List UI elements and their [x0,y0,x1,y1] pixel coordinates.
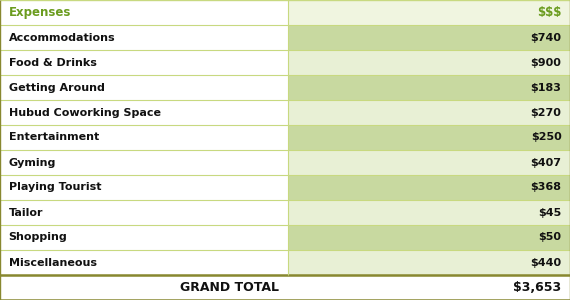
Text: Food & Drinks: Food & Drinks [9,58,96,68]
Text: Gyming: Gyming [9,158,56,167]
Text: Entertainment: Entertainment [9,133,99,142]
Bar [288,175,570,200]
Bar [0,275,570,300]
Bar [0,250,288,275]
Bar [288,25,570,50]
Bar [0,200,288,225]
Bar [288,50,570,75]
Text: $368: $368 [531,182,561,193]
Text: $407: $407 [531,158,561,167]
Bar [288,125,570,150]
Bar [288,0,570,25]
Text: $900: $900 [531,58,561,68]
Bar [0,25,288,50]
Bar [0,75,288,100]
Text: $183: $183 [531,82,561,92]
Text: $3,653: $3,653 [514,281,561,294]
Text: $$$: $$$ [537,6,561,19]
Text: Hubud Coworking Space: Hubud Coworking Space [9,107,161,118]
Bar [288,200,570,225]
Text: $250: $250 [531,133,561,142]
Text: $45: $45 [538,208,561,218]
Bar [0,150,288,175]
Text: $740: $740 [531,32,561,43]
Text: $440: $440 [530,257,561,268]
Bar [0,175,288,200]
Text: Accommodations: Accommodations [9,32,115,43]
Bar [0,50,288,75]
Text: Playing Tourist: Playing Tourist [9,182,101,193]
Text: $50: $50 [539,232,561,242]
Text: Shopping: Shopping [9,232,67,242]
Text: $270: $270 [531,107,561,118]
Text: Expenses: Expenses [9,6,71,19]
Text: Miscellaneous: Miscellaneous [9,257,96,268]
Bar [0,100,288,125]
Bar [0,225,288,250]
Text: Tailor: Tailor [9,208,43,218]
Bar [288,75,570,100]
Bar [0,0,288,25]
Text: GRAND TOTAL: GRAND TOTAL [180,281,279,294]
Bar [288,150,570,175]
Text: Getting Around: Getting Around [9,82,104,92]
Bar [288,250,570,275]
Bar [0,125,288,150]
Bar [288,100,570,125]
Bar [288,225,570,250]
